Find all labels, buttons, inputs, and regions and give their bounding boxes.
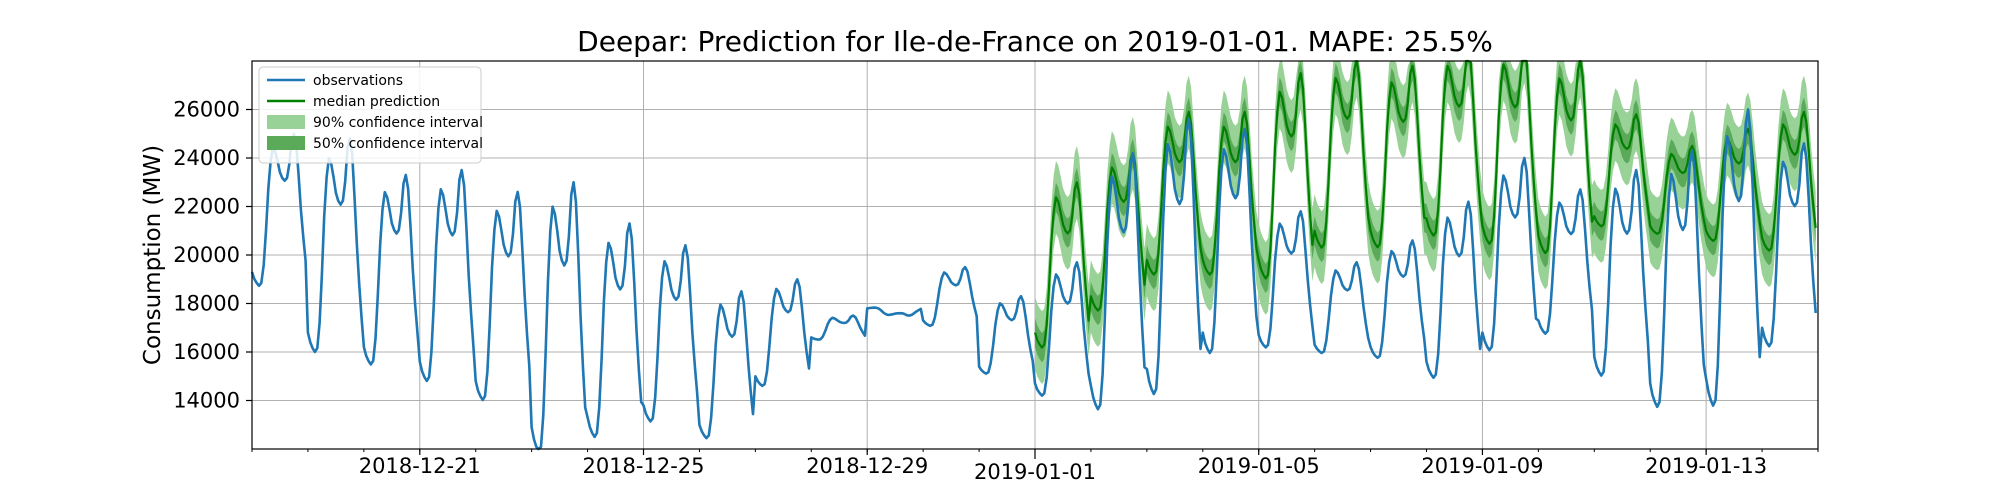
y-axis-label: Consumption (MW) — [140, 145, 166, 365]
y-tick-label: 20000 — [173, 243, 240, 267]
x-tick-label: 2018-12-25 — [582, 454, 704, 478]
observations-line-layer — [250, 108, 1817, 451]
chart-title: Deepar: Prediction for Ile-de-France on … — [577, 25, 1493, 58]
median-line-layer — [1033, 59, 1817, 349]
legend-label: 50% confidence interval — [313, 136, 483, 152]
x-tick-label: 2019-01-13 — [1645, 454, 1767, 478]
legend-box — [258, 66, 482, 164]
y-tick-label: 14000 — [173, 389, 240, 413]
legend: observations median prediction 90% confide… — [258, 66, 483, 164]
x-tick-label: 2018-12-21 — [359, 454, 481, 478]
x-tick-label: 2019-01-09 — [1421, 454, 1543, 478]
y-axis-ticks: 14000 16000 18000 20000 22000 24000 26000 — [173, 98, 252, 413]
legend-swatch-patch — [267, 136, 305, 150]
legend-label: median prediction — [313, 94, 440, 110]
observations-line — [250, 108, 1817, 451]
x-tick-label: 2019-01-01 — [974, 460, 1096, 484]
legend-label: 90% confidence interval — [313, 115, 483, 131]
legend-label: observations — [313, 73, 403, 89]
median-prediction-line — [1033, 59, 1817, 349]
x-tick-label: 2019-01-05 — [1198, 454, 1320, 478]
x-tick-label: 2018-12-29 — [806, 454, 928, 478]
y-tick-label: 16000 — [173, 340, 240, 364]
x-axis-ticks: 2018-12-21 2018-12-25 2018-12-29 2019-01-01… — [251, 449, 1819, 484]
y-tick-label: 18000 — [173, 292, 240, 316]
y-tick-label: 22000 — [173, 195, 240, 219]
y-tick-label: 26000 — [173, 98, 240, 122]
legend-swatch-patch — [267, 115, 305, 129]
y-tick-label: 24000 — [173, 146, 240, 170]
